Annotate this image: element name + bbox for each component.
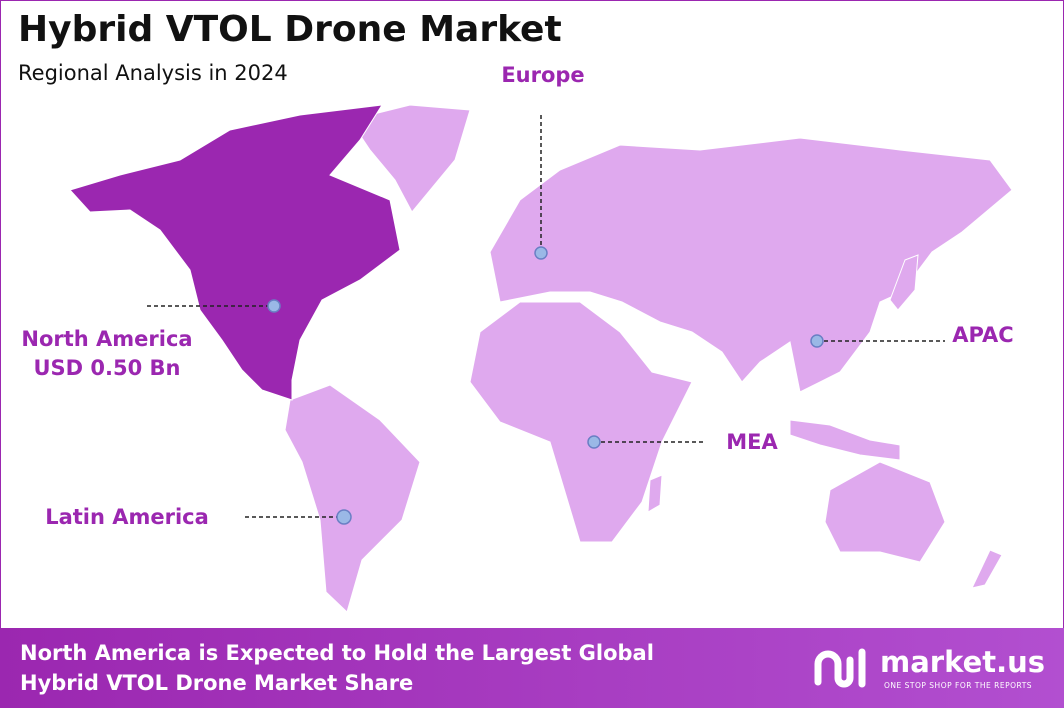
footer-text: Hybrid VTOL Drone Market Share xyxy=(20,671,413,695)
indonesia xyxy=(789,419,901,461)
new-zealand xyxy=(971,549,1003,589)
region-label: APAC xyxy=(952,323,1013,347)
marker xyxy=(587,435,601,449)
logo-name: market.us xyxy=(880,645,1045,679)
logo-icon xyxy=(814,650,854,688)
callouts: North America USD 0.50 Bn Europe APAC ME… xyxy=(21,63,1013,529)
world-map xyxy=(69,104,1013,613)
region-value: USD 0.50 Bn xyxy=(34,356,181,380)
north-america xyxy=(69,104,401,401)
marker xyxy=(267,299,281,313)
title: Hybrid VTOL Drone Market xyxy=(18,9,562,50)
region-label: Latin America xyxy=(45,505,209,529)
logo: market.us ONE STOP SHOP FOR THE REPORTS xyxy=(814,645,1045,690)
footer-band xyxy=(0,628,1064,708)
greenland xyxy=(349,104,471,213)
australia xyxy=(824,461,946,563)
region-label: North America xyxy=(21,327,192,351)
africa xyxy=(469,301,693,543)
south-america xyxy=(284,384,421,613)
footer-text: North America is Expected to Hold the La… xyxy=(20,641,654,665)
marker xyxy=(810,334,824,348)
japan xyxy=(889,254,919,311)
marker xyxy=(336,509,352,525)
subtitle: Regional Analysis in 2024 xyxy=(18,61,288,85)
logo-tagline: ONE STOP SHOP FOR THE REPORTS xyxy=(884,681,1032,690)
region-label: MEA xyxy=(726,430,778,454)
eurasia xyxy=(489,137,1013,393)
madagascar xyxy=(647,474,663,513)
region-label: Europe xyxy=(501,63,584,87)
marker xyxy=(534,246,548,260)
